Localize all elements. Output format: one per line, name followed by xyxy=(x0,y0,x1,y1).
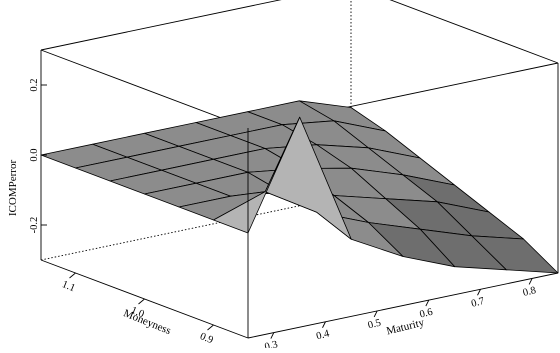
x-tick xyxy=(425,299,430,307)
y-tick-label: 1.0 xyxy=(129,305,145,320)
x-tick-label: 0.3 xyxy=(264,339,279,348)
y-tick xyxy=(69,272,76,279)
z-axis-label: ICOMPerror xyxy=(7,160,19,217)
y-tick xyxy=(207,324,214,331)
surface-mesh xyxy=(40,100,559,274)
box-edge-front xyxy=(247,272,559,339)
z-tick-label: 0.2 xyxy=(29,78,40,91)
x-tick xyxy=(477,289,481,296)
y-tick-label: 0.9 xyxy=(198,331,214,346)
z-tick-label: -0.2 xyxy=(29,217,40,234)
x-tick xyxy=(373,310,378,318)
y-tick xyxy=(138,298,145,305)
z-tick-label: 0.0 xyxy=(29,148,40,161)
box-edge xyxy=(40,49,249,129)
box-edge xyxy=(389,0,559,64)
x-tick-label: 0.8 xyxy=(522,285,537,299)
x-tick xyxy=(270,332,275,339)
x-tick-label: 0.6 xyxy=(419,307,434,321)
x-tick-label: 0.7 xyxy=(470,296,485,310)
box-edge xyxy=(40,0,282,51)
x-tick xyxy=(322,321,326,328)
x-tick xyxy=(528,278,533,285)
y-tick-label: 1.1 xyxy=(60,279,76,294)
box-edge-hidden xyxy=(40,194,352,261)
x-tick-label: 0.4 xyxy=(315,328,331,342)
x-axis-label: Maturity xyxy=(385,316,426,337)
y-axis-label: Moneyness xyxy=(122,307,173,337)
x-tick-label: 0.5 xyxy=(367,318,382,332)
